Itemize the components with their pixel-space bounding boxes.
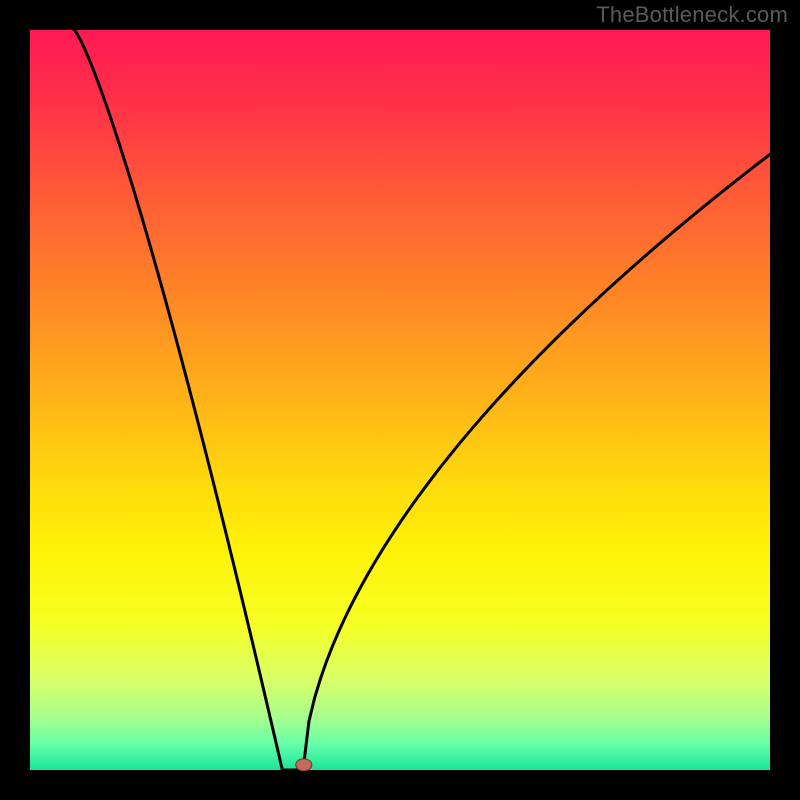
watermark-text: TheBottleneck.com bbox=[596, 2, 788, 28]
chart-gradient-background bbox=[30, 30, 770, 770]
optimal-point-marker bbox=[296, 759, 312, 771]
